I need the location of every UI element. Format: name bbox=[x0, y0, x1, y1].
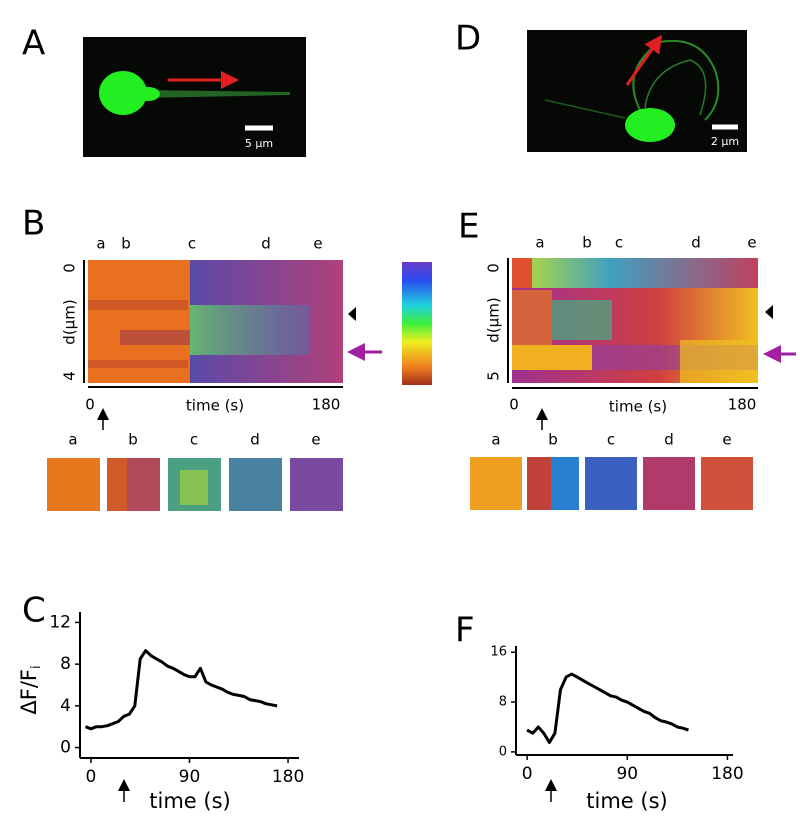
time-point-label: e bbox=[747, 234, 756, 252]
y-axis-label: d(µm) bbox=[61, 299, 79, 344]
kymograph bbox=[512, 258, 758, 383]
y-tick-label: 16 bbox=[490, 645, 507, 660]
x-tick-label: 180 bbox=[312, 396, 341, 414]
time-point-label: d bbox=[691, 234, 701, 252]
panel-label: C bbox=[22, 591, 46, 631]
arrowhead bbox=[348, 307, 356, 321]
y-axis-label: ΔF/Fi bbox=[17, 665, 44, 714]
thumbnail-label: c bbox=[190, 431, 198, 449]
y-axis-label: d(µm) bbox=[485, 297, 503, 342]
arrowhead bbox=[765, 305, 773, 319]
y-tick-label: 4 bbox=[60, 696, 71, 716]
trace bbox=[84, 649, 278, 731]
x-axis-label: time (s) bbox=[609, 398, 667, 416]
y-tick-label: 8 bbox=[60, 654, 71, 674]
x-tick-label: 180 bbox=[728, 396, 757, 414]
x-axis-label: time (s) bbox=[586, 789, 667, 813]
time-point-label: a bbox=[96, 235, 105, 253]
panel-label: E bbox=[458, 207, 479, 247]
time-point-label: b bbox=[582, 234, 592, 252]
thumbnail-label: e bbox=[722, 431, 731, 449]
y-tick-label: 4 bbox=[61, 371, 79, 381]
x-tick-label: 0 bbox=[85, 396, 95, 414]
y-tick-label: 12 bbox=[49, 612, 71, 632]
thumbnail-label: a bbox=[491, 431, 500, 449]
x-tick-label: 180 bbox=[711, 764, 743, 784]
thumbnail-label: d bbox=[250, 431, 260, 449]
color-bar bbox=[402, 262, 432, 385]
x-tick-label: 0 bbox=[522, 764, 533, 784]
x-tick-label: 0 bbox=[86, 767, 97, 787]
thumbnail-label: b bbox=[548, 431, 558, 449]
time-point-label: c bbox=[188, 235, 196, 253]
scale-bar-label: 5 µm bbox=[245, 137, 273, 150]
y-tick-label: 0 bbox=[499, 744, 507, 759]
kymograph bbox=[88, 260, 343, 383]
panel-label: B bbox=[22, 204, 45, 244]
x-tick-label: 90 bbox=[616, 764, 638, 784]
panel-label: A bbox=[22, 24, 45, 64]
thumbnail-label: e bbox=[311, 431, 320, 449]
y-tick-label: 0 bbox=[60, 738, 71, 758]
y-axis-label-sub: i bbox=[29, 665, 44, 669]
thumbnail-label: a bbox=[68, 431, 77, 449]
thumbnails bbox=[47, 458, 343, 511]
time-point-label: e bbox=[313, 235, 322, 253]
y-tick-label: 0 bbox=[485, 263, 503, 273]
time-point-label: a bbox=[535, 234, 544, 252]
y-tick-label: 0 bbox=[61, 263, 79, 273]
thumbnails bbox=[470, 457, 753, 510]
y-tick-label: 5 bbox=[485, 371, 503, 381]
micrograph bbox=[527, 30, 747, 152]
panel-label: F bbox=[455, 611, 475, 651]
y-tick-label: 8 bbox=[499, 695, 507, 710]
x-axis-label: time (s) bbox=[149, 789, 230, 813]
y-axis-label-main: ΔF/F bbox=[17, 669, 41, 715]
x-tick-label: 90 bbox=[179, 767, 201, 787]
time-point-label: d bbox=[261, 235, 271, 253]
thumbnail-label: c bbox=[607, 431, 615, 449]
x-tick-label: 0 bbox=[509, 396, 519, 414]
time-point-label: b bbox=[121, 235, 131, 253]
scale-bar-label: 2 µm bbox=[711, 135, 739, 148]
micrograph bbox=[83, 37, 306, 157]
thumbnail-label: d bbox=[664, 431, 674, 449]
time-point-label: c bbox=[615, 234, 623, 252]
panel-label: D bbox=[455, 19, 481, 59]
thumbnail-label: b bbox=[128, 431, 138, 449]
x-axis-label: time (s) bbox=[186, 397, 244, 415]
x-tick-label: 180 bbox=[272, 767, 304, 787]
trace bbox=[526, 672, 689, 744]
